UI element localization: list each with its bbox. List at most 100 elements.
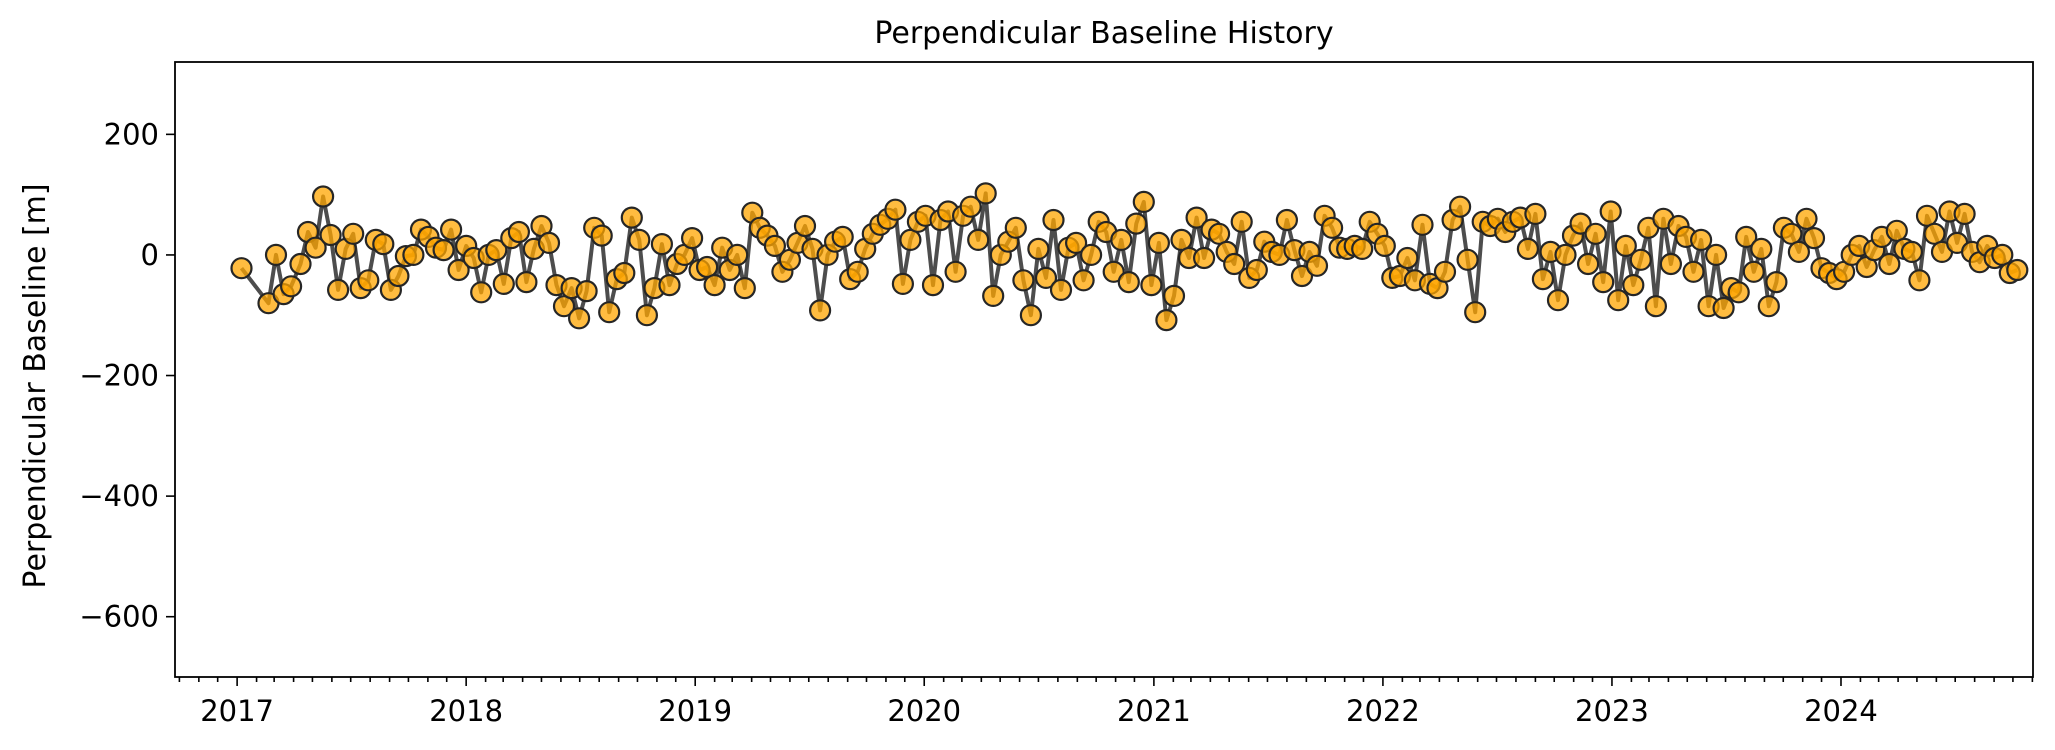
series-line (239, 191, 2019, 323)
data-point (485, 239, 508, 262)
data-point (1320, 216, 1344, 239)
data-point (507, 220, 531, 244)
data-point (884, 198, 907, 221)
y-tick-label: −600 (79, 600, 159, 634)
y-axis-label: Perpendicular Baseline [m] (18, 183, 53, 588)
chart-title: Perpendicular Baseline History (874, 16, 1333, 51)
data-point (515, 271, 538, 294)
data-point (387, 264, 410, 288)
data-point (1546, 289, 1570, 312)
data-point (1019, 304, 1043, 327)
x-tick-label: 2018 (429, 694, 503, 728)
data-point (1908, 269, 1931, 292)
data-point (891, 272, 915, 295)
data-point (1448, 195, 1472, 218)
data-point (1780, 222, 1803, 245)
data-point (230, 257, 253, 280)
data-point (1531, 268, 1555, 291)
data-point (613, 261, 636, 285)
data-point (1223, 252, 1246, 276)
data-point (1885, 219, 1908, 242)
data-point (1464, 301, 1487, 324)
data-point (650, 233, 674, 256)
data-point (440, 218, 463, 241)
data-point (470, 281, 493, 304)
data-point (304, 236, 327, 259)
data-point (1750, 237, 1773, 260)
data-point (432, 239, 455, 262)
data-point (1110, 228, 1133, 251)
data-point (402, 243, 425, 266)
data-point (1373, 234, 1396, 257)
data-point (537, 231, 561, 254)
data-point (967, 228, 990, 251)
data-point (1614, 234, 1637, 257)
data-point (763, 234, 787, 257)
data-point (959, 195, 982, 218)
data-point (1607, 289, 1630, 312)
data-point (327, 278, 350, 301)
data-point (1953, 202, 1976, 225)
data-point (1140, 274, 1163, 297)
y-tick-label: −400 (79, 479, 159, 513)
data-point (1878, 252, 1901, 276)
data-point (1230, 210, 1253, 233)
data-point (319, 223, 342, 247)
data-point (1629, 248, 1652, 271)
data-point (1727, 281, 1750, 304)
data-point (447, 258, 470, 282)
data-point (1192, 246, 1216, 270)
data-point (1569, 212, 1592, 235)
data-point (793, 214, 817, 238)
data-point (1027, 237, 1050, 260)
data-point (831, 225, 854, 248)
data-point (1275, 208, 1299, 232)
data-point (846, 260, 869, 283)
x-tick-label: 2017 (200, 694, 274, 728)
data-point (1125, 212, 1148, 235)
data-point (1704, 243, 1728, 266)
data-point (1592, 271, 1615, 294)
plot-frame (174, 61, 2034, 678)
data-point (1795, 207, 1818, 230)
data-point (695, 255, 719, 279)
data-point (264, 243, 288, 266)
data-point (552, 295, 576, 318)
data-point (2006, 258, 2029, 282)
data-point (1516, 237, 1540, 260)
y-tick-label: 200 (104, 117, 159, 151)
data-point (1079, 243, 1103, 266)
data-point (1064, 231, 1088, 254)
plot-area (230, 182, 2029, 332)
data-point (312, 185, 335, 208)
data-point (1433, 260, 1457, 283)
data-point (1991, 243, 2014, 266)
x-tick-label: 2019 (658, 694, 732, 728)
data-point (1049, 278, 1073, 301)
data-point (620, 206, 643, 229)
data-point (1004, 216, 1027, 239)
data-point (1659, 252, 1683, 276)
data-point (921, 274, 945, 297)
data-point (726, 243, 749, 266)
data-point (1682, 260, 1705, 283)
data-point (680, 227, 704, 250)
data-point (1147, 231, 1171, 254)
data-point (628, 228, 651, 251)
data-point (1102, 260, 1125, 283)
x-tick-label: 2024 (1804, 694, 1878, 728)
data-point (1042, 208, 1065, 232)
y-tick-label: 0 (141, 238, 159, 272)
data-point (1584, 222, 1607, 245)
data-point (1185, 206, 1208, 229)
data-point (1787, 240, 1811, 263)
x-tick-label: 2020 (887, 694, 961, 728)
data-point (1622, 274, 1645, 297)
data-point (1712, 296, 1735, 320)
data-point (1689, 228, 1713, 251)
data-point (1351, 237, 1374, 260)
x-tick-label: 2022 (1346, 694, 1420, 728)
data-point (1765, 271, 1788, 294)
data-point (1012, 269, 1035, 292)
data-point (1245, 258, 1268, 282)
